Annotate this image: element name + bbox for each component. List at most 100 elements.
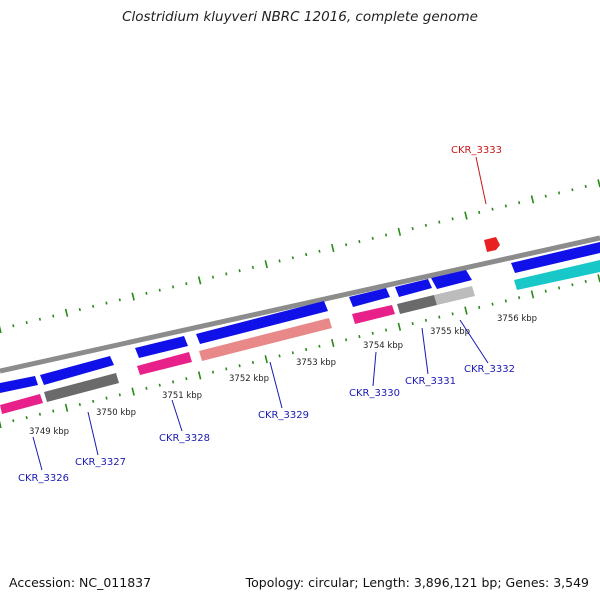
gene-label-ckr-3326[interactable]: CKR_3326 bbox=[18, 473, 69, 484]
map-title: Clostridium kluyveri NBRC 12016, complet… bbox=[122, 9, 478, 25]
tick-mark bbox=[318, 249, 321, 253]
accession-text: Accession: NC_011837 bbox=[9, 575, 152, 590]
reverse-strand-genes bbox=[0, 260, 600, 414]
tick-mark bbox=[358, 335, 361, 339]
scale-labels: 3749 kbp 3750 kbp 3751 kbp 3752 kbp 3753… bbox=[29, 314, 537, 437]
tick-mark bbox=[158, 383, 161, 387]
gene-label-ckr-3331[interactable]: CKR_3331 bbox=[405, 376, 456, 387]
tick-mark bbox=[145, 291, 148, 295]
tick-mark bbox=[518, 296, 521, 300]
tick-mark bbox=[331, 338, 335, 348]
tick-mark bbox=[345, 243, 348, 247]
tick-mark bbox=[92, 399, 95, 403]
scale-label: 3750 kbp bbox=[96, 408, 136, 418]
tick-mark bbox=[131, 387, 135, 396]
tick-mark bbox=[78, 307, 81, 312]
tick-mark bbox=[38, 317, 42, 321]
tick-mark bbox=[397, 322, 402, 331]
gene-block[interactable] bbox=[397, 295, 437, 314]
gene-block[interactable] bbox=[137, 352, 192, 375]
tick-mark bbox=[278, 354, 281, 358]
gene-arrow[interactable] bbox=[135, 336, 188, 358]
gene-label-ckr-3330[interactable]: CKR_3330 bbox=[349, 388, 400, 399]
tick-mark bbox=[238, 269, 241, 273]
gene-labels: CKR_3326 CKR_3327 CKR_3328 CKR_3329 CKR_… bbox=[18, 145, 515, 484]
gene-label-ckr-3332[interactable]: CKR_3332 bbox=[464, 364, 515, 375]
tick-mark bbox=[78, 402, 81, 407]
tick-mark bbox=[384, 328, 388, 332]
tick-mark bbox=[291, 351, 294, 355]
gene-block[interactable] bbox=[199, 318, 332, 361]
gene-block[interactable] bbox=[434, 286, 475, 305]
gene-block[interactable] bbox=[0, 394, 43, 414]
tick-mark bbox=[411, 321, 414, 326]
tick-mark bbox=[185, 282, 188, 286]
tick-mark bbox=[438, 220, 441, 224]
tick-mark bbox=[12, 419, 15, 423]
gene-arrow[interactable] bbox=[395, 279, 432, 297]
gene-arrow[interactable] bbox=[40, 356, 114, 385]
tick-mark bbox=[251, 360, 255, 365]
gene-arrow-highlight[interactable] bbox=[484, 237, 500, 252]
gene-label-ckr-3327[interactable]: CKR_3327 bbox=[75, 457, 126, 468]
tick-mark bbox=[225, 272, 228, 276]
tick-mark bbox=[118, 298, 121, 302]
tick-mark bbox=[52, 314, 55, 318]
gene-block[interactable] bbox=[352, 305, 395, 324]
scale-label: 3756 kbp bbox=[497, 314, 537, 324]
scale-label: 3752 kbp bbox=[229, 374, 269, 384]
tick-mark bbox=[491, 302, 494, 306]
tick-mark bbox=[464, 211, 468, 220]
tick-mark bbox=[211, 275, 215, 279]
tick-mark bbox=[424, 223, 428, 227]
tick-mark bbox=[478, 210, 481, 214]
tick-mark bbox=[105, 396, 108, 400]
gene-arrow[interactable] bbox=[349, 288, 390, 307]
tick-mark bbox=[518, 201, 521, 205]
tick-mark bbox=[571, 283, 574, 287]
tick-mark bbox=[464, 306, 468, 315]
gene-block[interactable] bbox=[44, 373, 119, 402]
tick-mark bbox=[558, 286, 561, 290]
tick-mark bbox=[397, 227, 402, 236]
tick-mark bbox=[305, 347, 308, 352]
gene-label-ckr-3329[interactable]: CKR_3329 bbox=[258, 410, 309, 421]
scale-label: 3755 kbp bbox=[430, 327, 470, 337]
tick-mark bbox=[345, 338, 348, 342]
tick-mark bbox=[92, 304, 95, 308]
gene-arrow[interactable] bbox=[511, 242, 600, 273]
tick-mark bbox=[358, 240, 361, 244]
gene-arrow[interactable] bbox=[0, 376, 38, 393]
gene-label-ckr-3333[interactable]: CKR_3333 bbox=[451, 145, 502, 156]
tick-mark bbox=[197, 371, 202, 380]
tick-mark bbox=[424, 318, 428, 322]
tick-mark bbox=[251, 265, 255, 270]
tick-mark bbox=[197, 276, 202, 285]
tick-mark bbox=[331, 243, 335, 253]
tick-mark bbox=[105, 301, 108, 305]
tick-mark bbox=[38, 412, 42, 416]
tick-mark bbox=[0, 420, 2, 429]
inner-tick-track bbox=[0, 274, 600, 429]
tick-mark bbox=[544, 194, 547, 198]
tick-mark bbox=[584, 184, 587, 188]
gene-label-ckr-3328[interactable]: CKR_3328 bbox=[159, 433, 210, 444]
tick-mark bbox=[384, 233, 388, 237]
gene-arrow[interactable] bbox=[431, 270, 472, 289]
tick-mark bbox=[318, 344, 321, 348]
tick-mark bbox=[438, 315, 441, 319]
tick-mark bbox=[264, 355, 268, 364]
tick-mark bbox=[371, 331, 374, 335]
tick-mark bbox=[504, 299, 507, 303]
tick-mark bbox=[171, 285, 175, 289]
tick-mark bbox=[544, 289, 547, 293]
tick-mark bbox=[451, 217, 454, 221]
tick-mark bbox=[0, 325, 2, 334]
gene-arrow[interactable] bbox=[196, 301, 328, 344]
gene-block[interactable] bbox=[514, 260, 600, 290]
tick-mark bbox=[371, 236, 374, 240]
genome-info-text: Topology: circular; Length: 3,896,121 bp… bbox=[245, 575, 589, 590]
tick-mark bbox=[185, 377, 188, 381]
forward-strand-genes bbox=[0, 242, 600, 393]
